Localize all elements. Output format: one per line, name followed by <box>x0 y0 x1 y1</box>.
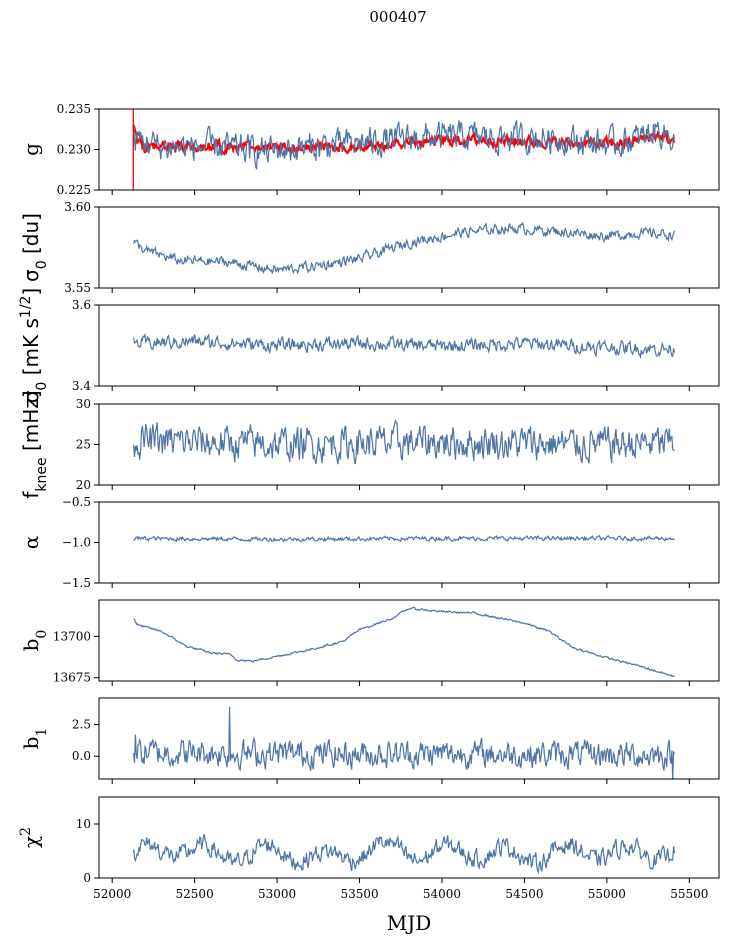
y-axis-label-fknee: fknee [mHz] <box>19 390 50 498</box>
panel-sigma0: 3.55 3.60 σ0 [du] <box>19 200 720 295</box>
panel-chi2: 0 10 χ2 <box>18 796 720 885</box>
series-line-sigma_k-0 <box>133 332 676 360</box>
y-axis-label-g: g <box>19 143 43 156</box>
x-tick-label-1: 52500 <box>176 887 214 901</box>
x-tick-label-3: 53500 <box>340 887 378 901</box>
panel-sigma_k: 3.4 3.6 σ0 [mK s1/2] <box>18 288 720 404</box>
x-tick-label-0: 52000 <box>93 887 131 901</box>
y-tick-label-sigma_k-0: 3.4 <box>72 379 91 393</box>
y-tick-label-sigma_k-1: 3.6 <box>72 298 91 312</box>
y-axis-label-b0: b0 <box>19 630 50 652</box>
y-axis-label-sigma_k: σ0 [mK s1/2] <box>18 288 50 404</box>
series-line-chi2-0 <box>133 833 676 875</box>
panel-fknee: 20 25 30 fknee [mHz] <box>19 390 720 499</box>
y-axis-label-chi2: χ2 <box>18 827 43 848</box>
series-line-alpha-0 <box>133 534 675 543</box>
axes-frame-chi2 <box>98 796 720 879</box>
series-line-g-1 <box>133 119 676 170</box>
axes-frame-sigma_k <box>98 304 720 387</box>
y-tick-label-fknee-0: 20 <box>76 478 91 492</box>
y-tick-label-fknee-2: 30 <box>76 397 91 411</box>
y-tick-label-chi2-1: 10 <box>76 817 91 831</box>
panel-alpha: −1.5 −1.0 −0.5 α <box>19 495 720 590</box>
series-line-fknee-0 <box>133 418 675 465</box>
y-axis-label-b1: b1 <box>19 728 50 750</box>
y-tick-label-alpha-2: −0.5 <box>62 495 91 509</box>
y-tick-label-g-1: 0.230 <box>57 143 91 157</box>
panels: 0.225 0.230 0.235 g 3.55 3.60 σ0 [du] 3.4 3.6 σ0 … <box>18 102 720 885</box>
y-tick-label-alpha-0: −1.5 <box>62 576 91 590</box>
series-line-b0-0 <box>133 606 675 678</box>
series-line-b1-0 <box>133 706 676 779</box>
axes-frame-sigma0 <box>98 206 720 289</box>
y-tick-label-b0-0: 13675 <box>53 671 91 685</box>
axes-frame-alpha <box>98 501 720 584</box>
y-tick-label-sigma0-0: 3.55 <box>64 281 91 295</box>
axes-frame-b0 <box>98 599 720 682</box>
panel-b1: 0.0 2.5 b1 <box>19 697 720 784</box>
x-tick-label-4: 54000 <box>423 887 461 901</box>
x-tick-label-2: 53000 <box>258 887 296 901</box>
y-tick-label-sigma0-1: 3.60 <box>64 200 91 214</box>
y-tick-label-g-0: 0.225 <box>57 183 91 197</box>
series-line-sigma0-0 <box>133 221 676 275</box>
x-tick-label-5: 54500 <box>505 887 543 901</box>
axes-frame-b1 <box>98 697 720 780</box>
y-tick-label-b1-1: 2.5 <box>72 718 91 732</box>
y-tick-label-b1-0: 0.0 <box>72 749 91 763</box>
x-tick-label-6: 55000 <box>588 887 626 901</box>
y-axis-label-sigma0: σ0 [du] <box>19 213 50 282</box>
y-tick-label-b0-1: 13700 <box>53 629 91 643</box>
figure-title: 000407 <box>369 8 426 26</box>
y-axis-label-alpha: α <box>19 536 43 550</box>
y-tick-label-chi2-0: 0 <box>83 871 91 885</box>
x-tick-label-7: 55500 <box>670 887 708 901</box>
x-axis-label: MJD <box>387 911 432 935</box>
y-tick-label-g-2: 0.235 <box>57 102 91 116</box>
y-tick-label-alpha-1: −1.0 <box>62 536 91 550</box>
panel-g: 0.225 0.230 0.235 g <box>19 102 720 197</box>
y-tick-label-fknee-1: 25 <box>76 438 91 452</box>
x-tick-labels: 52000 52500 53000 53500 54000 54500 55000 55500 <box>93 887 708 901</box>
